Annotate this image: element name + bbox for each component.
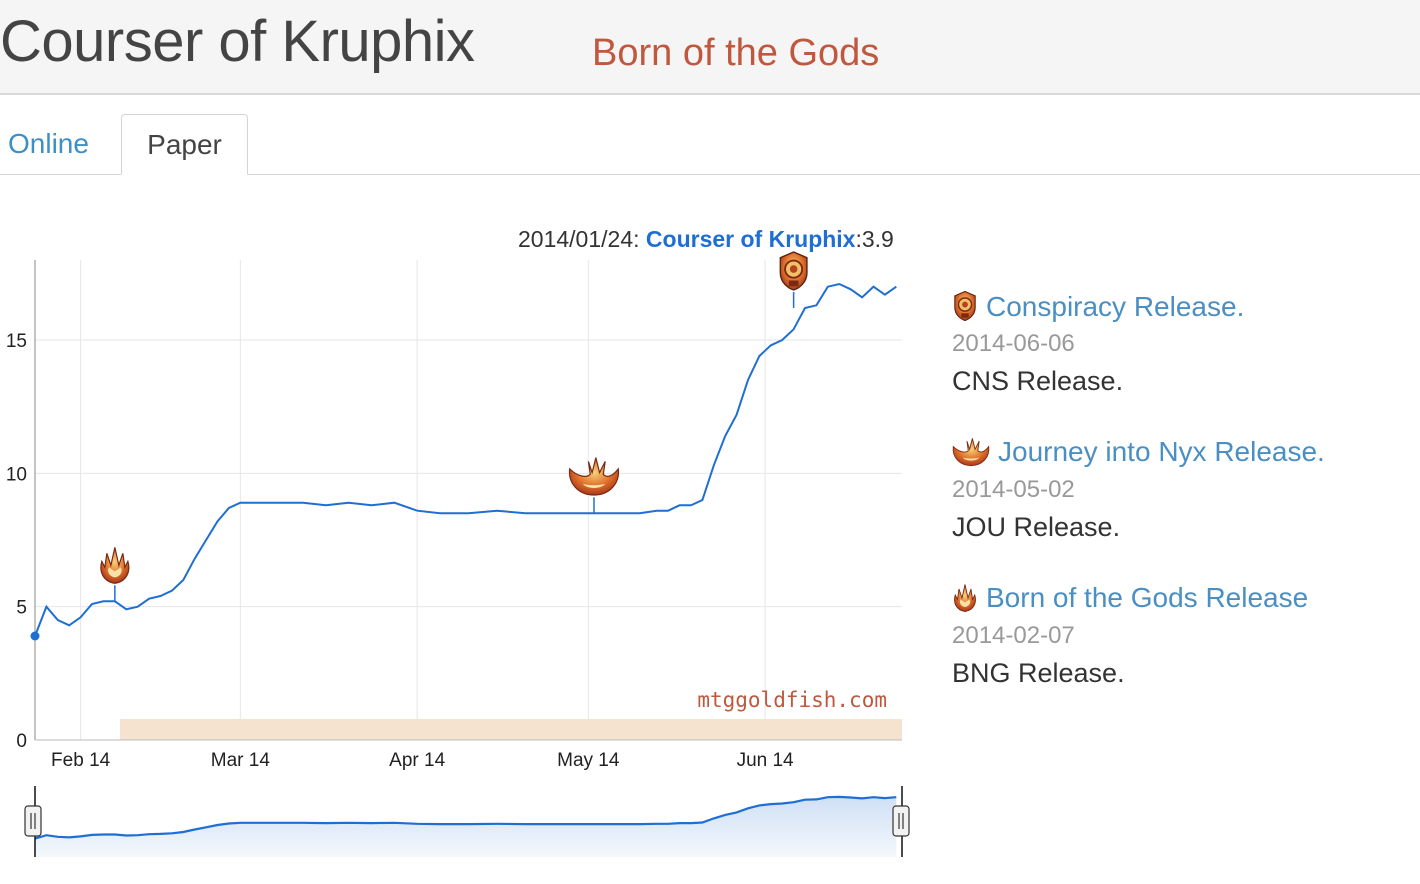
tab-online[interactable]: Online: [8, 128, 89, 159]
x-tick-label: May 14: [557, 750, 620, 771]
event-description: BNG Release.: [952, 658, 1125, 688]
event-title-text[interactable]: Born of the Gods Release: [986, 582, 1309, 613]
event-title-link[interactable]: Born of the Gods Release: [950, 582, 1308, 614]
watermark-text: mtggoldfish.com: [697, 688, 887, 712]
y-tick-label: 15: [6, 331, 27, 352]
series-start-point[interactable]: [30, 631, 40, 641]
navigator-left-handle[interactable]: [24, 805, 42, 837]
legend-date: 2014/01/24:: [518, 226, 640, 252]
card-set-link[interactable]: Born of the Gods: [592, 32, 880, 74]
chart-legend: 2014/01/24: Courser of Kruphix:3.9: [518, 226, 894, 253]
x-tick-label: Mar 14: [211, 750, 271, 771]
navigator-line: [34, 795, 897, 840]
event-title-link[interactable]: Journey into Nyx Release.: [950, 436, 1325, 468]
y-tick-label: 5: [16, 598, 27, 619]
y-tick-label: 10: [6, 464, 27, 485]
event-description: CNS Release.: [952, 366, 1124, 396]
event-title-text[interactable]: Journey into Nyx Release.: [998, 436, 1325, 467]
y-tick-label: 0: [16, 731, 27, 752]
event-title-link[interactable]: Conspiracy Release.: [950, 290, 1244, 323]
navigator[interactable]: [24, 786, 910, 857]
page-header: Courser of Kruphix Born of the Gods: [0, 0, 1420, 95]
conspiracy-set-icon: [950, 290, 980, 322]
event-title-text[interactable]: Conspiracy Release.: [986, 291, 1245, 322]
x-axis-ticks: Feb 14 Mar 14 Apr 14 May 14 Jun 14: [51, 750, 794, 771]
event-marker[interactable]: [100, 546, 130, 602]
card-title: Courser of Kruphix: [0, 9, 475, 74]
chart-grid: [35, 260, 902, 740]
price-series-line[interactable]: [34, 282, 897, 637]
x-tick-label: Jun 14: [737, 750, 794, 771]
event-date: 2014-05-02: [952, 476, 1075, 503]
navigator-area: [35, 796, 897, 857]
navigator-right-handle[interactable]: [892, 805, 910, 837]
event-markers[interactable]: [100, 251, 808, 602]
conspiracy-set-icon: [779, 251, 808, 291]
price-chart[interactable]: 0 5 10 15 Feb 14 Mar 14 Apr 14 May 14 Jun 14 mt…: [0, 250, 920, 870]
journey-into-nyx-set-icon: [950, 437, 992, 467]
born-of-the-gods-set-icon: [950, 583, 980, 613]
format-tabs: Online Paper: [0, 114, 1420, 175]
event-date: 2014-02-07: [952, 622, 1075, 649]
y-axis-ticks: 0 5 10 15: [6, 331, 27, 752]
x-tick-label: Apr 14: [389, 750, 445, 771]
event-date: 2014-06-06: [952, 330, 1075, 357]
volume-band: [120, 719, 902, 740]
tab-paper[interactable]: Paper: [121, 114, 248, 175]
event-marker[interactable]: [779, 251, 808, 308]
legend-series-name: Courser of Kruphix: [645, 226, 856, 252]
plot-area: [35, 260, 902, 740]
event-description: JOU Release.: [952, 512, 1121, 542]
x-tick-label: Feb 14: [51, 750, 111, 771]
event-marker[interactable]: [568, 457, 620, 514]
legend-value: :3.9: [855, 226, 894, 252]
